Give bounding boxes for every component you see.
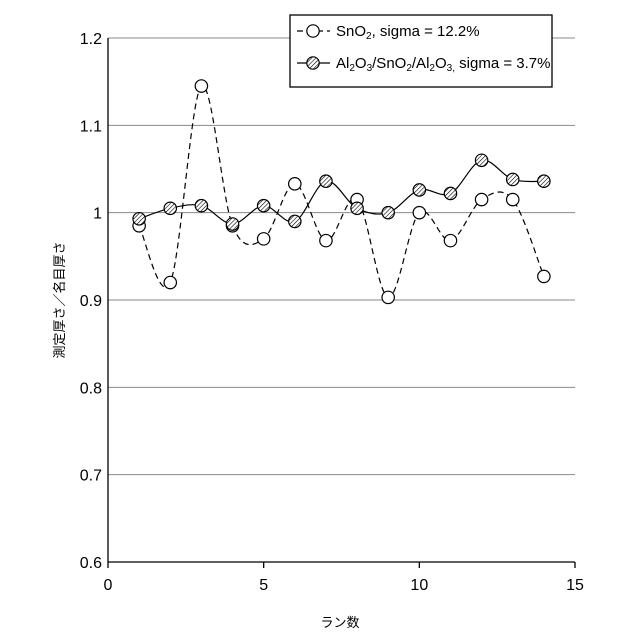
- data-point: [538, 270, 550, 282]
- data-point: [257, 233, 269, 245]
- gridlines: [108, 38, 575, 475]
- legend-marker: [307, 25, 319, 37]
- data-point: [413, 206, 425, 218]
- axes: [108, 38, 575, 568]
- data-point: [444, 187, 456, 199]
- data-point: [320, 234, 332, 246]
- data-point: [444, 234, 456, 246]
- data-point: [382, 291, 394, 303]
- y-axis-label: 測定厚さ／名目厚さ: [52, 241, 68, 358]
- x-tick-labels: 0 5 10 15: [104, 577, 584, 594]
- data-point: [413, 184, 425, 196]
- data-point: [257, 199, 269, 211]
- data-point: [289, 178, 301, 190]
- data-point: [507, 173, 519, 185]
- legend-label: SnO2, sigma = 12.2%: [336, 23, 480, 42]
- x-axis-label: ラン数: [320, 616, 359, 631]
- data-point: [382, 206, 394, 218]
- legend: SnO2, sigma = 12.2%Al2O3/SnO2/Al2O3, sig…: [290, 15, 552, 87]
- series-line-1: [139, 160, 544, 224]
- y-tick-label: 0.6: [80, 555, 102, 572]
- data-point: [475, 193, 487, 205]
- y-tick-label: 1.2: [80, 31, 102, 48]
- data-point: [164, 276, 176, 288]
- data-point: [226, 218, 238, 230]
- x-tick-label: 0: [104, 577, 113, 594]
- data-point: [164, 202, 176, 214]
- y-tick-label: 0.7: [80, 468, 102, 485]
- x-tick-label: 15: [566, 577, 584, 594]
- data-point: [133, 213, 145, 225]
- x-tick-label: 10: [410, 577, 428, 594]
- y-tick-label: 1.1: [80, 118, 102, 135]
- data-point: [475, 154, 487, 166]
- data-point: [507, 193, 519, 205]
- series-layer: [133, 80, 550, 304]
- data-point: [195, 80, 207, 92]
- x-tick-label: 5: [259, 577, 268, 594]
- y-tick-label: 0.9: [80, 293, 102, 310]
- data-point: [538, 175, 550, 187]
- y-tick-label: 1: [93, 206, 102, 223]
- data-point: [320, 175, 332, 187]
- data-point: [289, 215, 301, 227]
- legend-marker: [307, 57, 319, 69]
- y-tick-labels: 0.6 0.7 0.8 0.9 1 1.1 1.2: [80, 31, 102, 572]
- data-point: [195, 199, 207, 211]
- data-point: [351, 202, 363, 214]
- y-tick-label: 0.8: [80, 380, 102, 397]
